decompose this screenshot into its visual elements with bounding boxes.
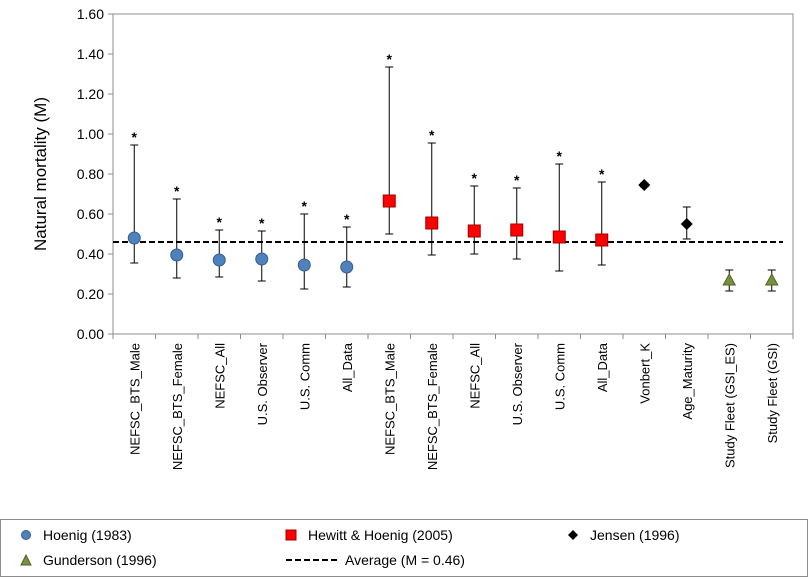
significance-asterisk: * <box>217 214 223 230</box>
data-point-square <box>425 216 439 230</box>
data-point-circle <box>297 258 311 272</box>
y-tick-label: 0.60 <box>77 206 104 222</box>
x-tick-label: Study Fleet (GSI_ES) <box>722 343 737 468</box>
data-point-circle <box>212 253 226 267</box>
significance-asterisk: * <box>472 170 478 186</box>
data-point-square <box>595 233 609 247</box>
chart: 0.00 0.20 0.40 0.60 0.80 1.00 1.20 1.40 1.60 Natu… <box>31 6 794 470</box>
data-point-diamond <box>680 218 693 230</box>
x-tick-label: All_Data <box>340 342 355 392</box>
y-tick-label: 0.00 <box>77 326 104 342</box>
x-tick-label: U.S. Observer <box>255 342 270 425</box>
significance-asterisk: * <box>132 129 138 145</box>
y-tick-label: 0.20 <box>77 286 104 302</box>
significance-asterisk: * <box>302 198 308 214</box>
data-point-circle <box>170 248 184 262</box>
plot-area <box>112 13 794 335</box>
data-point-triangle <box>764 272 779 286</box>
x-tick-label: U.S. Comm <box>552 343 567 410</box>
square-marker-icon <box>285 529 297 541</box>
circle-marker-icon <box>21 530 31 540</box>
legend: Hoenig (1983) Hewitt & Hoenig (2005) Jen… <box>0 519 808 577</box>
x-tick-label: NEFSC_BTS_Female <box>170 343 185 470</box>
dashed-line-icon <box>286 559 340 561</box>
x-tick-label: NEFSC_BTS_Female <box>425 343 440 470</box>
x-tick-label: Vonbert_K <box>637 343 652 404</box>
x-tick-label: NEFSC_All <box>212 343 227 409</box>
legend-label-hoenig: Hoenig (1983) <box>43 527 132 543</box>
legend-item-gunderson: Gunderson (1996) <box>19 552 157 568</box>
y-tick-label: 1.40 <box>77 46 104 62</box>
y-tick-label: 1.20 <box>77 86 104 102</box>
significance-asterisk: * <box>344 211 350 227</box>
y-tick-label: 1.60 <box>77 6 104 22</box>
x-tick-label: U.S. Observer <box>510 342 525 425</box>
x-tick-label: Study Fleet (GSI) <box>765 343 780 443</box>
legend-item-jensen: Jensen (1996) <box>566 527 680 543</box>
data-point-square <box>510 223 524 237</box>
y-tick-label: 0.80 <box>77 166 104 182</box>
y-tick-label: 1.00 <box>77 126 104 142</box>
x-tick-label: NEFSC_All <box>467 343 482 409</box>
significance-asterisk: * <box>514 172 520 188</box>
legend-label-average: Average (M = 0.46) <box>345 552 465 568</box>
data-point-circle <box>127 231 141 245</box>
y-tick-label: 0.40 <box>77 246 104 262</box>
legend-item-hewitt: Hewitt & Hoenig (2005) <box>284 527 453 543</box>
x-tick-label: U.S. Comm <box>297 343 312 410</box>
triangle-marker-icon <box>20 553 32 566</box>
diamond-marker-icon <box>568 530 578 540</box>
x-tick-label: Age_Maturity <box>680 343 695 420</box>
significance-asterisk: * <box>174 183 180 199</box>
data-point-square <box>552 230 566 244</box>
x-tick-label: NEFSC_BTS_Male <box>382 343 397 455</box>
legend-item-hoenig: Hoenig (1983) <box>19 527 132 543</box>
x-tick-label: All_Data <box>595 342 610 392</box>
significance-asterisk: * <box>259 215 265 231</box>
data-point-square <box>382 194 396 208</box>
significance-asterisk: * <box>429 127 435 143</box>
legend-label-jensen: Jensen (1996) <box>590 527 680 543</box>
data-point-circle <box>340 260 354 274</box>
data-point-square <box>467 224 481 238</box>
legend-label-hewitt: Hewitt & Hoenig (2005) <box>308 527 453 543</box>
x-tick-label: NEFSC_BTS_Male <box>127 343 142 455</box>
significance-asterisk: * <box>599 166 605 182</box>
legend-label-gunderson: Gunderson (1996) <box>43 552 157 568</box>
y-axis-label: Natural mortality (M) <box>31 97 50 251</box>
legend-item-average: Average (M = 0.46) <box>284 552 465 568</box>
data-point-triangle <box>722 272 737 286</box>
significance-asterisk: * <box>557 148 563 164</box>
data-point-diamond <box>638 179 651 191</box>
data-point-circle <box>255 252 269 266</box>
significance-asterisk: * <box>387 51 393 67</box>
